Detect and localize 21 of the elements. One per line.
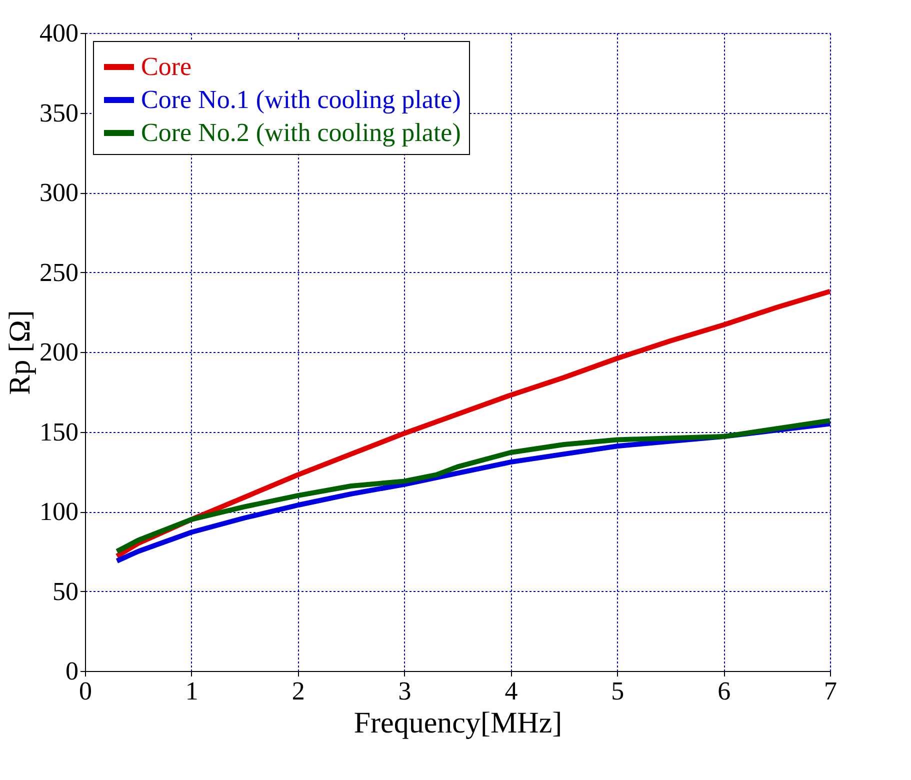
y-tick-label: 200 <box>40 338 78 366</box>
y-tick-label: 250 <box>40 258 78 287</box>
x-tick-label: 6 <box>718 676 731 706</box>
legend-label: Core No.2 (with cooling plate) <box>141 118 461 147</box>
y-tick-label: 300 <box>40 178 78 207</box>
x-tick-label: 2 <box>292 676 305 706</box>
x-tick-label: 1 <box>185 676 198 706</box>
x-tick-label: 4 <box>504 676 518 706</box>
legend-label: Core No.1 (with cooling plate) <box>141 85 461 114</box>
y-tick-label: 150 <box>40 417 78 446</box>
legend-label: Core <box>141 52 192 81</box>
y-tick-label: 0 <box>66 656 78 686</box>
x-tick-label: 5 <box>611 676 624 706</box>
x-tick-label: 7 <box>824 676 837 706</box>
x-axis-title: Frequency[MHz] <box>354 706 562 740</box>
x-tick-label: 3 <box>398 676 412 706</box>
y-tick-label: 50 <box>52 576 78 606</box>
y-tick-label: 350 <box>40 98 78 128</box>
y-axis-title: Rp [Ω] <box>4 310 36 395</box>
y-tick-label: 100 <box>40 497 78 526</box>
y-tick-label: 400 <box>40 18 78 48</box>
